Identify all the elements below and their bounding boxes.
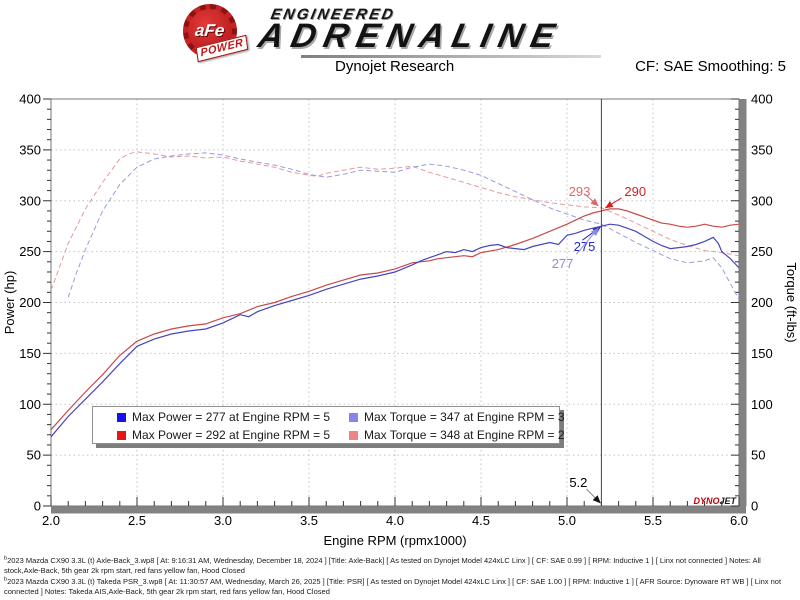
footnote-marker-2: b [4, 576, 8, 583]
footnote-marker-1: b [4, 555, 8, 562]
svg-text:400: 400 [19, 92, 41, 107]
curve-power-blue [50, 223, 740, 438]
afe-brand-header: aFe POWER ENGINEERED ADRENALINE [183, 2, 613, 63]
dyno-chart[interactable]: 0 0 50 50 100 100 150 150 200 200 250 250 300 300 350 3… [0, 0, 800, 560]
chart-title: Dynojet Research [335, 58, 455, 75]
x-axis-title: Engine RPM (rpmx1000) [323, 533, 466, 548]
svg-text:0: 0 [751, 499, 758, 514]
cursor-arrow [586, 488, 601, 504]
svg-text:2.5: 2.5 [128, 513, 146, 528]
svg-text:400: 400 [751, 92, 773, 107]
curve-power-red [50, 208, 740, 431]
y-left-axis-title: Power (hp) [2, 271, 17, 335]
svg-text:100: 100 [19, 397, 41, 412]
footnote-text-1: 2023 Mazda CX90 3.3L (t) Axle-Back_3.wp8… [4, 556, 761, 575]
svg-text:6.0: 6.0 [730, 513, 748, 528]
annotation-label-277: 277 [552, 256, 574, 271]
curve-torque-red [50, 151, 740, 291]
svg-text:200: 200 [19, 295, 41, 310]
svg-text:0: 0 [34, 499, 41, 514]
svg-text:350: 350 [19, 142, 41, 157]
legend-box[interactable]: Max Power = 277 at Engine RPM = 5 Max To… [92, 406, 565, 444]
svg-text:2.0: 2.0 [42, 513, 60, 528]
svg-text:150: 150 [19, 346, 41, 361]
svg-text:5.0: 5.0 [558, 513, 576, 528]
dynojet-watermark: DYNOJET [693, 496, 737, 506]
svg-text:50: 50 [27, 448, 41, 463]
footnote-line-1: b2023 Mazda CX90 3.3L (t) Axle-Back_3.wp… [4, 556, 796, 575]
brand-underline-bar [301, 55, 601, 58]
smoothing-label: CF: SAE Smoothing: 5 [635, 58, 786, 75]
annotation-arrow-293 [584, 193, 599, 207]
cursor-rpm-label: 5.2 [569, 475, 587, 490]
footnote-text-2: 2023 Mazda CX90 3.3L (t) Takeda PSR_3.wp… [4, 577, 782, 596]
axis-tick-labels: 0 0 50 50 100 100 150 150 200 200 250 250 300 300 350 3… [19, 92, 772, 529]
svg-text:300: 300 [19, 193, 41, 208]
svg-text:50: 50 [751, 448, 765, 463]
legend-item-power-blue: Max Power = 277 at Engine RPM = 5 [117, 410, 349, 424]
svg-text:5.5: 5.5 [644, 513, 662, 528]
legend-swatch-power-red [117, 430, 126, 440]
y-right-axis-title: Torque (ft-lbs) [784, 262, 799, 342]
svg-text:4.0: 4.0 [386, 513, 404, 528]
afe-logo: aFe [183, 4, 237, 58]
svg-text:3.5: 3.5 [300, 513, 318, 528]
curves [50, 151, 740, 438]
legend-label-power-red: Max Power = 292 at Engine RPM = 5 [132, 428, 331, 442]
svg-text:150: 150 [751, 346, 773, 361]
annotation-label-275: 275 [574, 239, 596, 254]
legend-item-torque-blue: Max Torque = 347 at Engine RPM = 3 [349, 410, 575, 424]
annotation-arrow-290 [604, 197, 622, 209]
svg-text:100: 100 [751, 397, 773, 412]
legend-item-torque-red: Max Torque = 348 at Engine RPM = 2 [349, 428, 575, 442]
plot-frame [50, 98, 747, 514]
legend-swatch-torque-blue [349, 412, 358, 422]
footnotes: b2023 Mazda CX90 3.3L (t) Axle-Back_3.wp… [4, 556, 796, 598]
curve-torque-blue [67, 152, 740, 300]
svg-text:300: 300 [751, 193, 773, 208]
svg-text:250: 250 [751, 244, 773, 259]
legend-swatch-torque-red [349, 430, 358, 440]
svg-text:4.5: 4.5 [472, 513, 490, 528]
grid [51, 99, 739, 506]
axis-titles: Power (hp) Torque (ft-lbs) Engine RPM (rpm… [2, 262, 799, 548]
footnote-line-2: b2023 Mazda CX90 3.3L (t) Takeda PSR_3.w… [4, 577, 796, 596]
axis-ticks [43, 98, 740, 507]
svg-text:250: 250 [19, 244, 41, 259]
legend-label-torque-blue: Max Torque = 347 at Engine RPM = 3 [364, 410, 565, 424]
annotation-arrow-277 [576, 227, 599, 255]
legend-label-torque-red: Max Torque = 348 at Engine RPM = 2 [364, 428, 565, 442]
annotation-label-293: 293 [569, 184, 591, 199]
legend-swatch-power-blue [117, 412, 126, 422]
annotation-label-290: 290 [624, 184, 646, 199]
svg-text:3.0: 3.0 [214, 513, 232, 528]
svg-text:200: 200 [751, 295, 773, 310]
legend-item-power-red: Max Power = 292 at Engine RPM = 5 [117, 428, 349, 442]
svg-text:350: 350 [751, 142, 773, 157]
legend-label-power-blue: Max Power = 277 at Engine RPM = 5 [132, 410, 331, 424]
